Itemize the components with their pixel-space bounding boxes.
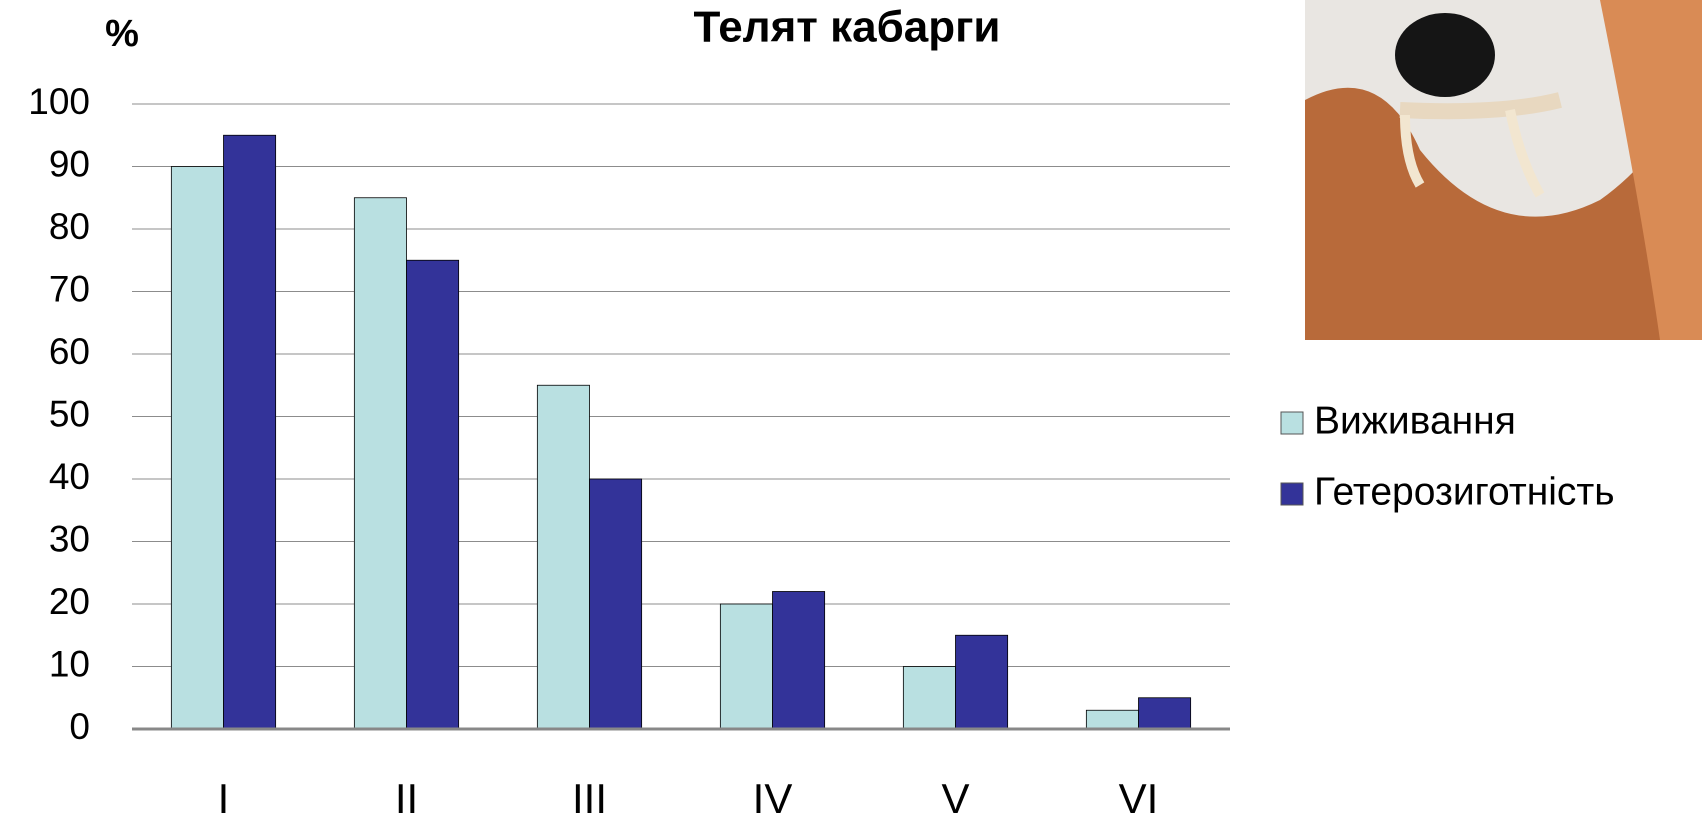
- bar: [224, 135, 276, 729]
- y-axis-label: %: [105, 13, 139, 55]
- x-tick-label: IV: [753, 775, 793, 820]
- bar: [171, 167, 223, 730]
- x-tick-label: III: [572, 775, 607, 820]
- legend-label: Виживання: [1314, 399, 1516, 442]
- photo: [1305, 0, 1702, 340]
- y-tick-label: 30: [49, 518, 90, 559]
- x-tick-label: I: [218, 775, 230, 820]
- x-tick-label: II: [395, 775, 418, 820]
- bar: [354, 198, 406, 729]
- y-tick-label: 50: [49, 393, 90, 434]
- legend-swatch: [1281, 483, 1303, 505]
- bar: [903, 667, 955, 730]
- y-tick-label: 40: [49, 456, 90, 497]
- bar: [1086, 710, 1138, 729]
- bar: [407, 260, 459, 729]
- bar: [773, 592, 825, 730]
- legend-label: Гетерозиготність: [1314, 470, 1615, 513]
- bar: [956, 635, 1008, 729]
- y-tick-label: 20: [49, 581, 90, 622]
- legend-swatch: [1281, 412, 1303, 434]
- bar: [1139, 698, 1191, 729]
- y-tick-label: 100: [28, 81, 90, 122]
- x-tick-label: V: [941, 775, 969, 820]
- bar: [590, 479, 642, 729]
- chart-title: Телят кабарги: [694, 3, 1001, 52]
- y-tick-label: 90: [49, 143, 90, 184]
- y-tick-label: 0: [69, 706, 90, 747]
- bar: [720, 604, 772, 729]
- chart: Телят кабарги % 0102030405060708090100II…: [0, 0, 1702, 820]
- x-tick-label: VI: [1119, 775, 1159, 820]
- y-tick-label: 80: [49, 206, 90, 247]
- bar: [537, 385, 589, 729]
- y-tick-label: 60: [49, 331, 90, 372]
- y-tick-label: 70: [49, 268, 90, 309]
- y-tick-label: 10: [49, 643, 90, 684]
